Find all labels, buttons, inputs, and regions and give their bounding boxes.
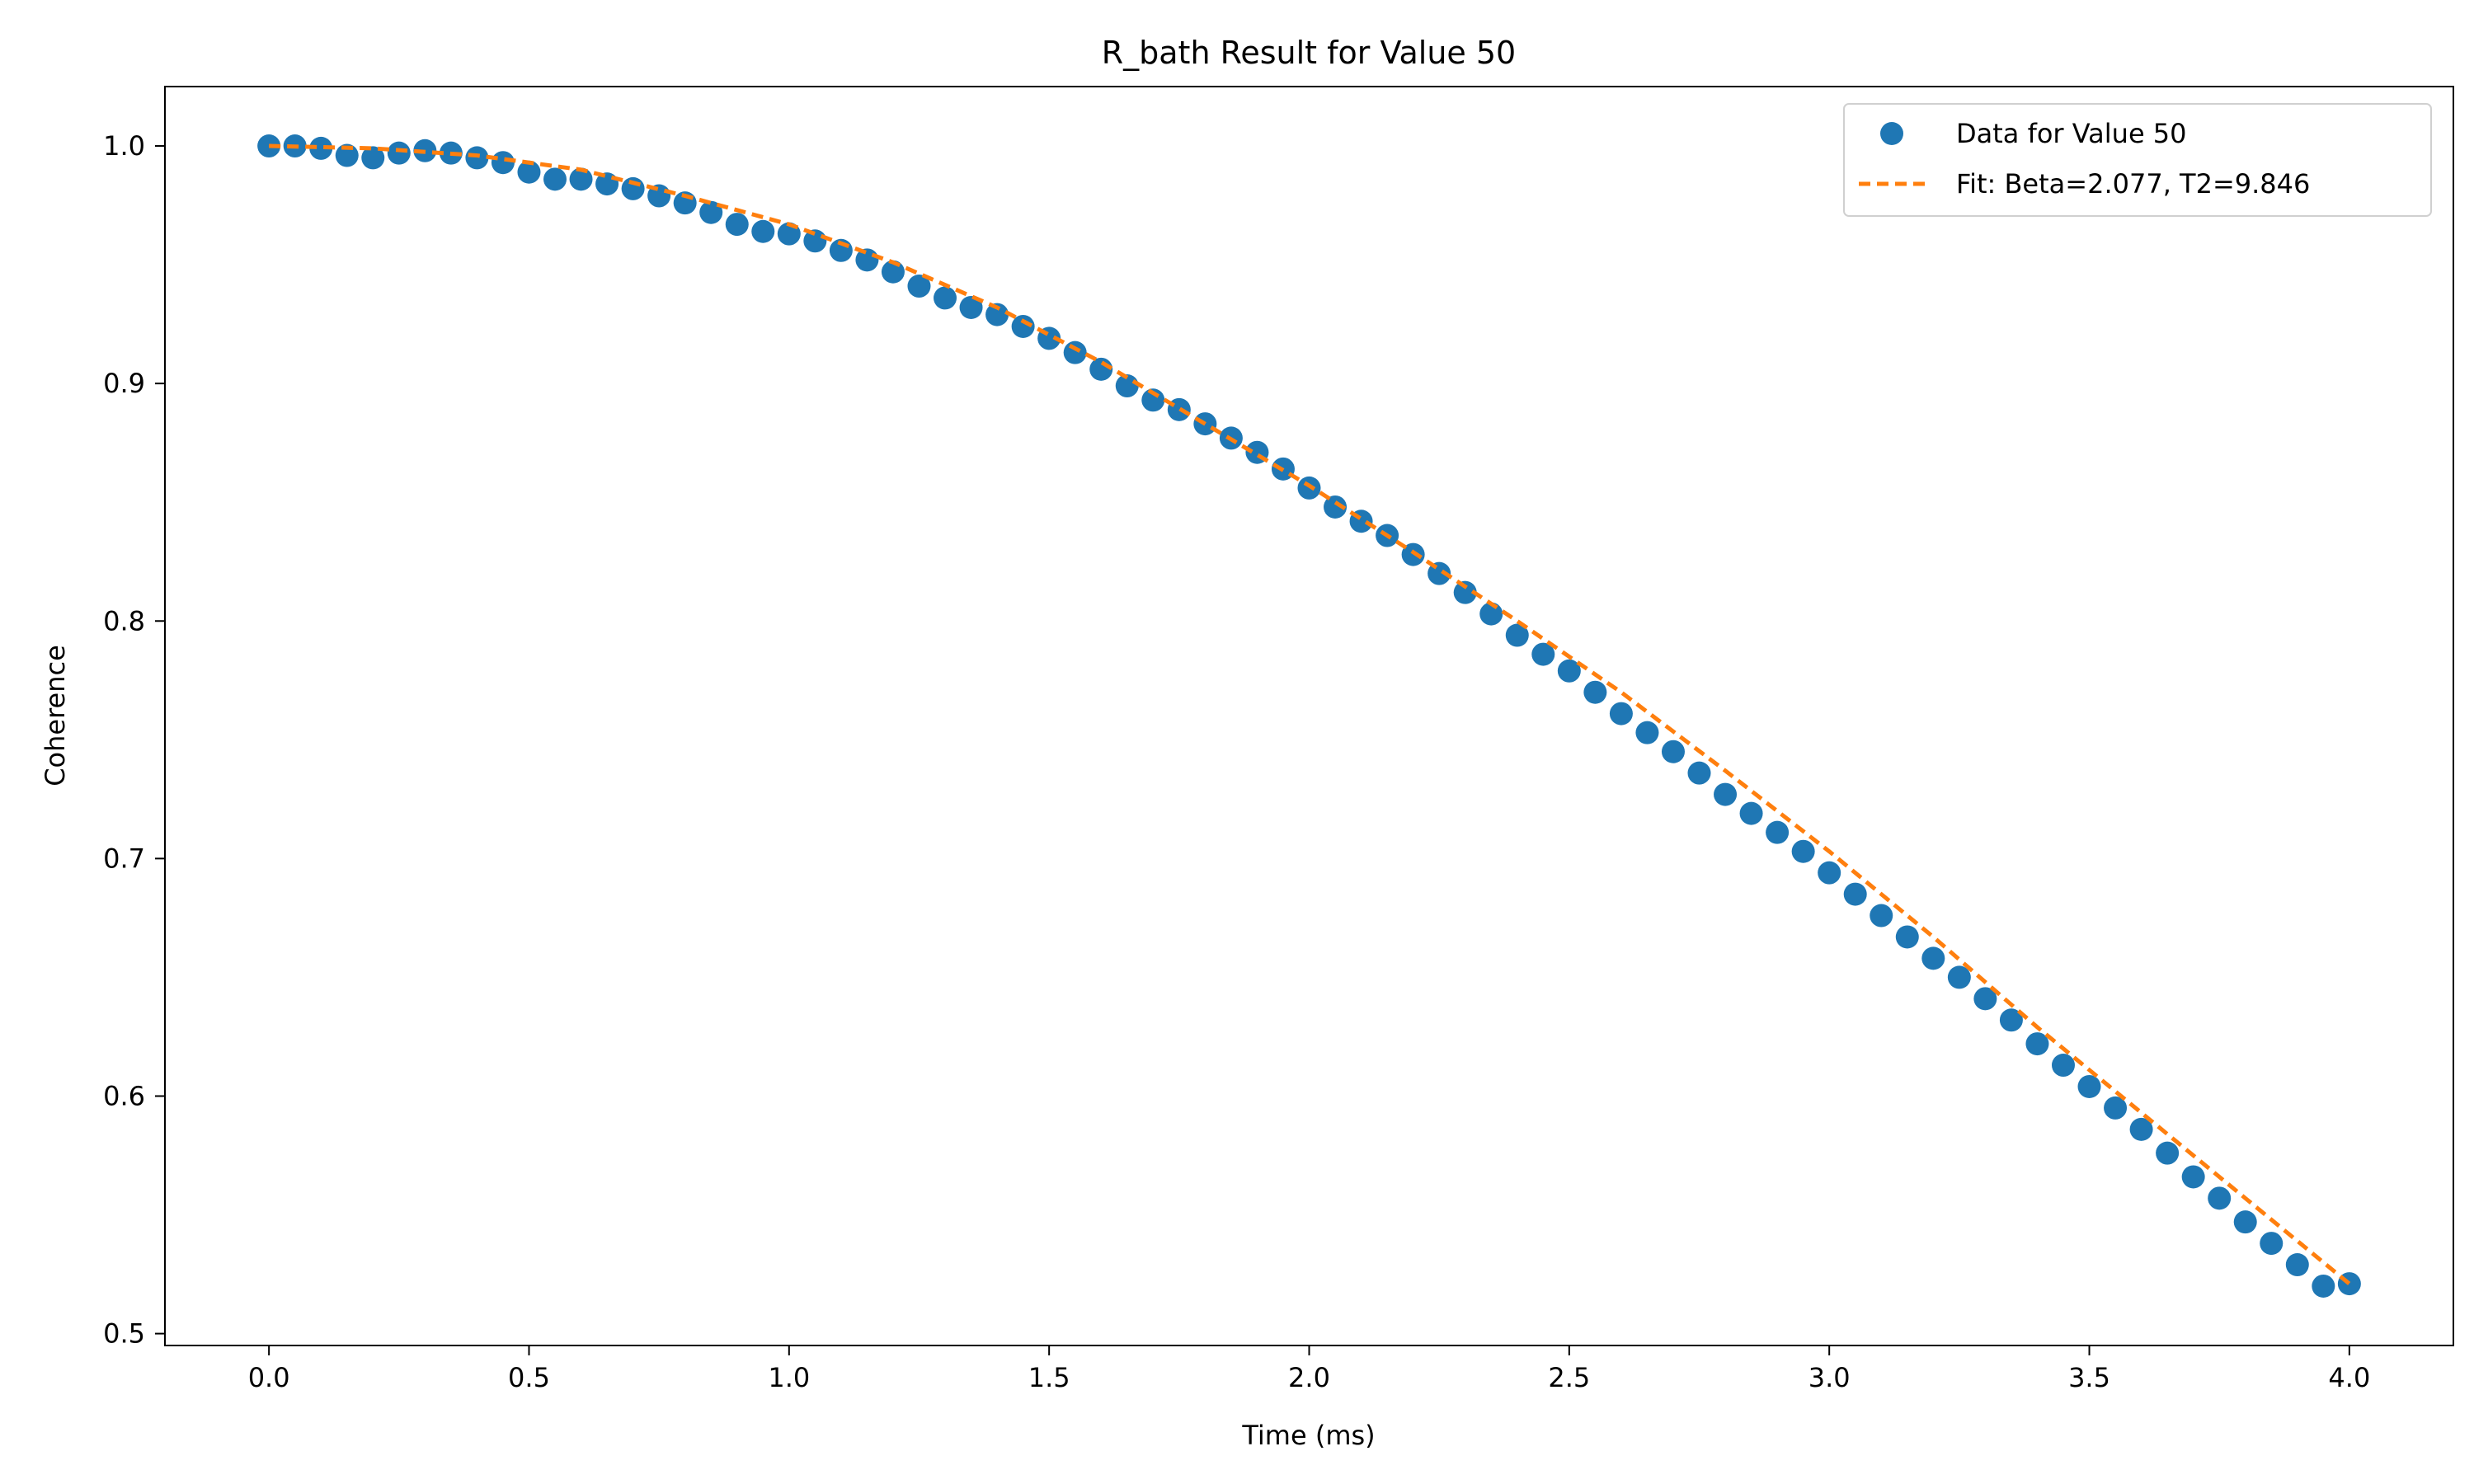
data-point: [1479, 602, 1503, 626]
data-point: [361, 146, 385, 170]
data-point: [907, 275, 931, 298]
data-point: [387, 141, 411, 165]
data-point: [465, 146, 489, 170]
data-point: [725, 213, 749, 237]
data-point: [2181, 1165, 2205, 1189]
data-point: [1870, 904, 1893, 928]
x-tick-label-7: 3.5: [2068, 1362, 2110, 1393]
data-point: [569, 167, 593, 191]
data-point: [751, 219, 775, 243]
data-point: [2285, 1253, 2309, 1277]
x-axis: 0.0 0.5 1.0 1.5 2.0 2.5 3.0 3.5 4.0: [248, 1345, 2370, 1393]
data-point: [1115, 374, 1139, 398]
data-point: [1453, 580, 1477, 604]
data-point: [1324, 495, 1348, 519]
chart-title: R_bath Result for Value 50: [1102, 35, 1516, 71]
legend-entry-fit: Fit: Beta=2.077, T2=9.846: [1956, 168, 2310, 200]
x-tick-label-5: 2.5: [1548, 1362, 1590, 1393]
x-tick-label-4: 2.0: [1288, 1362, 1330, 1393]
data-point: [1999, 1008, 2023, 1032]
y-axis-label: Coherence: [40, 645, 71, 787]
y-tick-label-5: 1.0: [103, 130, 145, 162]
y-tick-label-1: 0.6: [103, 1080, 145, 1111]
x-tick-label-1: 0.5: [508, 1362, 550, 1393]
data-point: [985, 303, 1009, 326]
data-point: [1583, 680, 1607, 704]
x-axis-label: Time (ms): [1241, 1420, 1375, 1451]
data-point: [1661, 740, 1685, 763]
data-point: [543, 167, 567, 191]
legend-marker-data: [1880, 122, 1903, 145]
data-point: [1739, 801, 1763, 825]
data-point: [959, 295, 983, 319]
data-point: [1791, 839, 1815, 863]
plot-area: [257, 134, 2361, 1298]
data-point: [621, 176, 645, 200]
data-point: [517, 160, 541, 184]
data-point: [2077, 1074, 2101, 1098]
data-point: [1609, 702, 1633, 726]
y-tick-label-3: 0.8: [103, 605, 145, 636]
legend-entry-data: Data for Value 50: [1956, 118, 2187, 149]
data-point: [2260, 1232, 2284, 1256]
data-point: [2208, 1186, 2232, 1210]
x-tick-label-2: 1.0: [768, 1362, 810, 1393]
data-point: [491, 151, 515, 175]
data-point: [1766, 820, 1790, 844]
data-point: [1557, 659, 1581, 683]
x-tick-label-0: 0.0: [248, 1362, 290, 1393]
data-point: [1011, 314, 1035, 338]
fit-line: [269, 143, 2351, 1286]
data-point: [934, 286, 957, 310]
data-point: [803, 229, 827, 253]
y-axis: 0.5 0.6 0.7 0.8 0.9 1.0: [103, 130, 165, 1350]
data-point: [1687, 761, 1711, 785]
data-point: [2025, 1032, 2049, 1056]
data-point: [2156, 1141, 2180, 1165]
legend: Data for Value 50 Fit: Beta=2.077, T2=9.…: [1843, 103, 2432, 217]
data-point: [1895, 925, 1919, 949]
data-point: [2129, 1117, 2153, 1141]
data-point: [2104, 1096, 2128, 1120]
data-point: [1063, 340, 1087, 364]
y-tick-label-0: 0.5: [103, 1318, 145, 1350]
data-point: [1531, 642, 1555, 666]
y-tick-label-2: 0.7: [103, 843, 145, 874]
x-tick-label-6: 3.0: [1808, 1362, 1851, 1393]
x-tick-label-8: 4.0: [2328, 1362, 2370, 1393]
data-point: [1635, 721, 1659, 744]
data-point: [699, 200, 723, 224]
data-point: [309, 136, 333, 160]
data-point: [1714, 782, 1738, 806]
data-point: [1921, 946, 1945, 970]
data-point: [1947, 965, 1971, 989]
data-point: [2312, 1274, 2335, 1298]
y-tick-label-4: 0.9: [103, 368, 145, 399]
legend-box: [1843, 103, 2432, 217]
data-point: [1973, 987, 1997, 1011]
data-point: [2051, 1054, 2075, 1078]
data-point: [1818, 861, 1841, 885]
data-point: [2233, 1210, 2257, 1234]
x-tick-label-3: 1.5: [1028, 1362, 1070, 1393]
data-point: [1505, 623, 1529, 647]
data-point: [1843, 882, 1867, 906]
